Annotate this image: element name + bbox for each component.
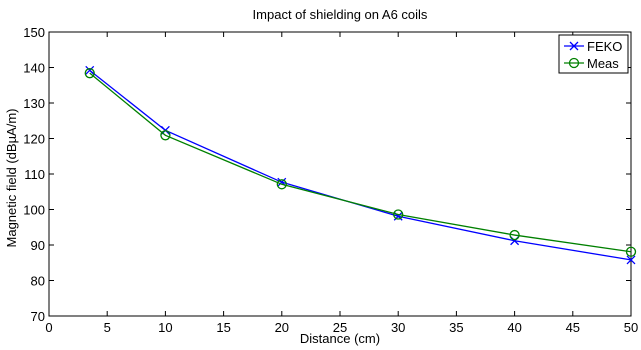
y-axis-title: Magnetic field (dBµA/m) — [4, 109, 19, 248]
legend: FEKO Meas — [558, 34, 629, 74]
legend-item-meas: Meas — [564, 56, 619, 71]
legend-marker — [569, 41, 579, 51]
y-tick-label: 130 — [23, 96, 45, 111]
x-axis: 0 5 10 15 20 25 30 35 40 45 50 — [45, 32, 638, 335]
data-point-meas — [84, 68, 95, 79]
data-point-feko — [626, 255, 636, 265]
x-tick-label: 30 — [391, 320, 405, 335]
series-layer — [84, 65, 637, 265]
legend-marker — [568, 57, 580, 69]
x-tick-label: 10 — [158, 320, 172, 335]
x-tick-label: 40 — [507, 320, 521, 335]
plot-area — [48, 31, 632, 317]
data-point-meas — [160, 130, 171, 141]
y-tick-label: 120 — [23, 132, 45, 147]
data-point-meas — [393, 209, 404, 220]
y-tick-label: 110 — [24, 167, 45, 182]
x-tick-label: 15 — [216, 320, 230, 335]
x-axis-title: Distance (cm) — [300, 331, 380, 346]
x-tick-label: 5 — [104, 320, 111, 335]
chart-title: Impact of shielding on A6 coils — [253, 7, 428, 22]
y-tick-label: 150 — [23, 25, 45, 40]
x-tick-label: 45 — [566, 320, 580, 335]
data-point-feko — [510, 236, 520, 246]
y-tick-label: 90 — [31, 238, 45, 253]
y-axis: 70 80 90 100 110 120 130 140 150 — [23, 25, 631, 324]
x-tick-label: 50 — [624, 320, 638, 335]
legend-item-feko: FEKO — [564, 39, 622, 54]
x-tick-label: 35 — [449, 320, 463, 335]
legend-label: Meas — [587, 56, 619, 71]
series-meas — [84, 68, 637, 257]
x-tick-label: 25 — [333, 320, 347, 335]
data-point-meas — [509, 229, 520, 241]
data-point-meas — [276, 179, 287, 190]
y-tick-label: 70 — [31, 309, 45, 324]
x-tick-label: 0 — [45, 320, 52, 335]
legend-label: FEKO — [587, 39, 622, 54]
x-tick-label: 20 — [275, 320, 289, 335]
y-tick-label: 100 — [23, 203, 45, 218]
y-tick-label: 140 — [23, 61, 45, 76]
y-tick-label: 80 — [31, 274, 45, 289]
data-point-meas — [625, 246, 637, 257]
data-point-feko — [85, 65, 95, 75]
series-line-meas — [89, 72, 632, 253]
